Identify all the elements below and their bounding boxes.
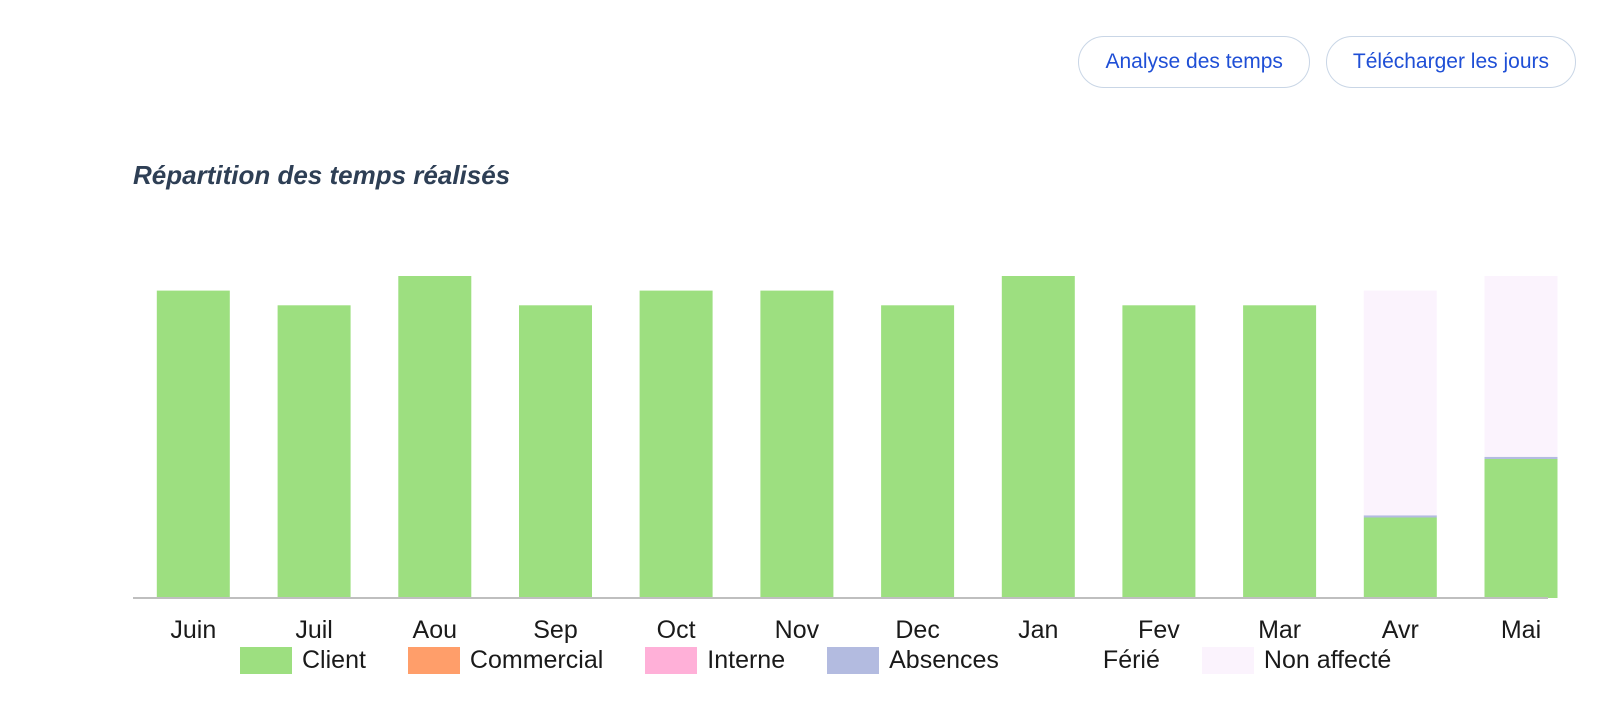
x-tick-label-avr: Avr xyxy=(1382,616,1419,644)
legend-swatch-commercial xyxy=(407,647,460,674)
legend-swatch-ferie xyxy=(1040,647,1093,674)
legend-swatch-absences xyxy=(827,647,880,674)
legend-swatch-non-affecte xyxy=(1201,647,1254,674)
bar-client-oct[interactable] xyxy=(639,290,713,598)
x-tick-label-sep: Sep xyxy=(533,616,577,644)
toolbar: Analyse des temps Télécharger les jours xyxy=(1078,36,1576,88)
legend-label-non-affecte: Non affecté xyxy=(1263,646,1392,674)
x-tick-label-juil: Juil xyxy=(295,616,333,644)
x-tick-label-mar: Mar xyxy=(1258,616,1301,644)
bar-non-affecte-mai[interactable] xyxy=(1484,276,1558,457)
x-tick-label-fev: Fev xyxy=(1138,616,1180,644)
legend-label-client: Client xyxy=(302,646,366,674)
bar-absences-avr[interactable] xyxy=(1363,515,1437,518)
bar-client-dec[interactable] xyxy=(881,305,955,598)
legend-item-non-affecte[interactable]: Non affecté xyxy=(1201,646,1392,675)
bar-client-sep[interactable] xyxy=(519,305,592,598)
bar-absences-mai[interactable] xyxy=(1484,456,1558,459)
x-tick-label-nov: Nov xyxy=(775,616,820,644)
bar-client-mai[interactable] xyxy=(1484,459,1558,598)
x-tick-label-aou: Aou xyxy=(413,616,457,644)
legend-item-commercial[interactable]: Commercial xyxy=(407,646,604,675)
x-tick-label-juin: Juin xyxy=(170,616,216,644)
bar-client-juin[interactable] xyxy=(156,290,230,598)
legend-label-interne: Interne xyxy=(707,646,786,674)
x-tick-label-jan: Jan xyxy=(1018,616,1058,644)
legend-item-ferie[interactable]: Férié xyxy=(1040,646,1160,675)
legend-swatch-client xyxy=(240,647,292,674)
legend-swatch-interne xyxy=(645,647,698,674)
legend-item-absences[interactable]: Absences xyxy=(827,646,999,675)
bar-client-mar[interactable] xyxy=(1243,305,1317,598)
bar-client-nov[interactable] xyxy=(760,290,834,598)
legend-label-absences: Absences xyxy=(889,646,999,674)
bar-client-juil[interactable] xyxy=(277,305,351,598)
analyse-des-temps-button[interactable]: Analyse des temps xyxy=(1078,36,1310,88)
legend-label-ferie: Férié xyxy=(1102,646,1160,674)
legend-item-client[interactable]: Client xyxy=(240,646,366,675)
chart-title: Répartition des temps réalisés xyxy=(133,160,511,190)
x-tick-label-mai: Mai xyxy=(1501,616,1541,644)
bar-non-affecte-avr[interactable] xyxy=(1363,290,1437,516)
x-tick-label-oct: Oct xyxy=(657,616,696,644)
bar-client-aou[interactable] xyxy=(398,276,472,598)
bar-client-avr[interactable] xyxy=(1363,517,1437,599)
telecharger-les-jours-button[interactable]: Télécharger les jours xyxy=(1325,36,1576,88)
bar-client-jan[interactable] xyxy=(1001,276,1075,598)
legend-label-commercial: Commercial xyxy=(469,646,604,674)
legend-item-interne[interactable]: Interne xyxy=(645,646,785,675)
chart-legend: Client Commercial Interne Absences Férié Non … xyxy=(240,646,1433,675)
bar-client-fev[interactable] xyxy=(1122,305,1196,598)
x-tick-label-dec: Dec xyxy=(895,616,939,644)
